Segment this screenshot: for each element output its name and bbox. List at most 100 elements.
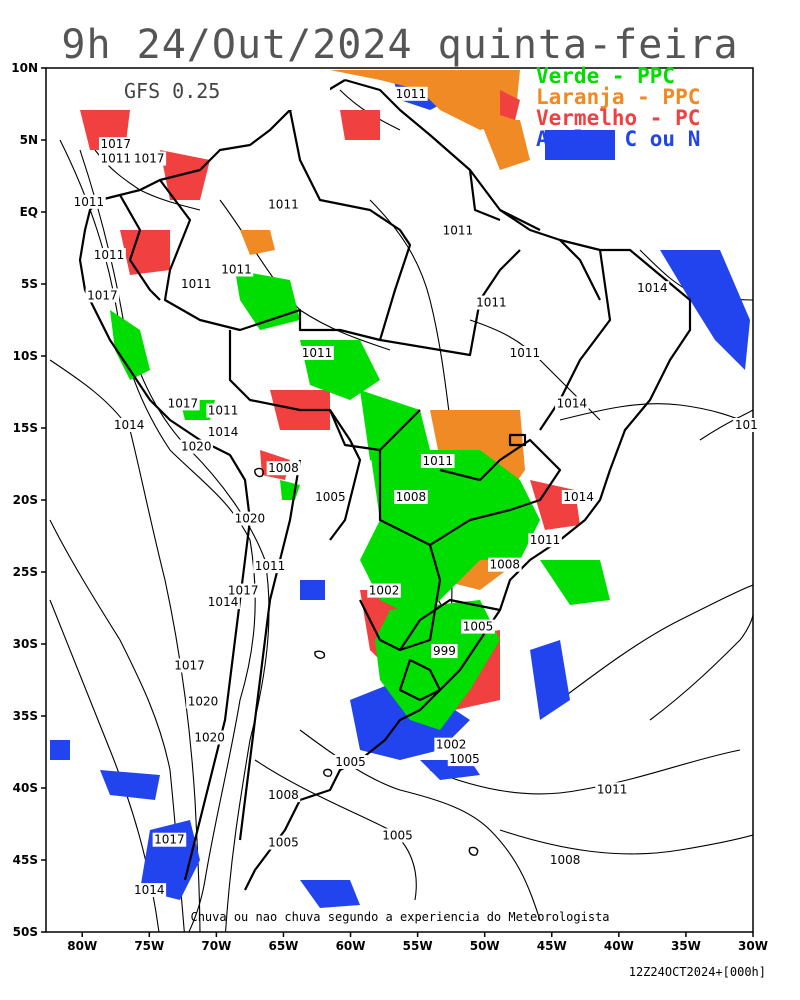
- map-caption: Chuva ou nao chuva segundo a experiencia…: [190, 910, 610, 924]
- model-label-box: [46, 68, 330, 110]
- legend: Verde - PPC Laranja - PPC Vermelho - PC …: [536, 66, 700, 150]
- isobar-label: 1011: [206, 403, 240, 418]
- x-tick-label: 35W: [671, 939, 701, 953]
- isobar-label: 1002: [434, 737, 468, 752]
- svg-text:1008: 1008: [268, 788, 299, 802]
- svg-text:1020: 1020: [194, 730, 225, 744]
- svg-text:1014: 1014: [557, 396, 588, 410]
- svg-text:1005: 1005: [315, 490, 346, 504]
- svg-text:1017: 1017: [168, 396, 199, 410]
- y-tick-label: 10N: [11, 61, 38, 75]
- legend-entry-green: Verde - PPC: [536, 64, 676, 88]
- svg-text:1011: 1011: [100, 152, 131, 166]
- isobar-label: 1011: [72, 194, 106, 209]
- svg-text:1017: 1017: [174, 658, 205, 672]
- svg-text:1017: 1017: [154, 833, 185, 847]
- isobar-label: 1005: [461, 619, 495, 634]
- y-tick-label: 35S: [13, 709, 38, 723]
- svg-text:1011: 1011: [597, 782, 628, 796]
- isobar-label: 1017: [166, 396, 200, 411]
- isobar-label: 1008: [488, 557, 522, 572]
- isobar-label: 1011: [508, 346, 542, 360]
- svg-text:1005: 1005: [268, 836, 299, 850]
- x-tick-label: 75W: [134, 939, 164, 953]
- svg-text:1008: 1008: [268, 461, 299, 475]
- svg-text:1011: 1011: [208, 404, 239, 418]
- legend-entry-orange: Laranja - PPC: [536, 85, 701, 109]
- isobar-label: 1017: [132, 151, 167, 166]
- isobar-label: 1014: [206, 595, 240, 610]
- svg-text:1011: 1011: [221, 262, 252, 276]
- isobar-label: 1011: [300, 346, 334, 360]
- map-plot-area: [49, 70, 753, 932]
- coastlines-and-borders: [78, 78, 692, 891]
- svg-text:1011: 1011: [255, 559, 286, 573]
- svg-text:1005: 1005: [382, 828, 413, 842]
- legend-entry-blue: Azul - C ou N: [536, 127, 701, 151]
- axis-ticks: [41, 67, 754, 937]
- isobar-label: 1020: [233, 512, 267, 526]
- x-tick-label: 65W: [268, 939, 298, 953]
- isobar-label: 1011: [441, 223, 475, 238]
- svg-text:1014: 1014: [208, 425, 239, 439]
- y-tick-label: 30S: [13, 637, 38, 651]
- isobar-label: 1005: [313, 490, 348, 504]
- svg-text:1002: 1002: [369, 584, 400, 598]
- svg-text:1014: 1014: [563, 490, 594, 504]
- y-tick-label: 40S: [13, 781, 38, 795]
- isobar-label: 1011: [394, 86, 428, 101]
- x-tick-label: 30W: [738, 939, 768, 953]
- svg-text:1011: 1011: [94, 248, 125, 262]
- y-tick-label: 50S: [13, 925, 38, 939]
- svg-text:1017: 1017: [100, 137, 131, 151]
- isobar-label: 1014: [561, 490, 596, 504]
- isobar-label: 1011: [92, 248, 126, 263]
- y-tick-label: 25S: [13, 565, 38, 579]
- svg-text:1011: 1011: [443, 224, 474, 238]
- y-tick-label: 5N: [20, 133, 38, 147]
- isobar-label: 1005: [380, 828, 415, 843]
- svg-text:1011: 1011: [74, 195, 105, 209]
- isobar-label: 1014: [112, 418, 146, 432]
- isobar-label: 1020: [192, 730, 227, 745]
- svg-text:1017: 1017: [228, 584, 259, 598]
- svg-text:1005: 1005: [463, 620, 494, 634]
- isobar-label: 1014: [635, 281, 670, 296]
- svg-text:1017: 1017: [87, 288, 118, 302]
- isobar-label: 1008: [266, 461, 301, 476]
- isobar-label: 1014: [555, 396, 589, 411]
- isobar-label: 1017: [152, 832, 187, 847]
- svg-text:1008: 1008: [490, 558, 521, 572]
- isobar-label: 1011: [253, 559, 287, 574]
- isobar-label: 1008: [266, 788, 301, 803]
- y-tick-label: 5S: [21, 277, 38, 291]
- y-tick-label: 20S: [13, 493, 38, 507]
- x-tick-label: 80W: [67, 939, 97, 953]
- forecast-timestamp: 12Z24OCT2024+[000h]: [628, 965, 766, 979]
- legend-entry-red: Vermelho - PC: [536, 106, 701, 130]
- isobar-label: 1017: [172, 658, 207, 673]
- axis-tick-labels: 10N 5N EQ 5S 10S 15S 20S 25S 30S 35S 40S 45S 50S 80W 7…: [11, 61, 768, 953]
- isobar-label: 1020: [179, 439, 214, 454]
- svg-text:1008: 1008: [396, 490, 427, 504]
- svg-text:1020: 1020: [235, 512, 266, 526]
- x-tick-label: 45W: [537, 939, 567, 953]
- isobar-label: 1011: [266, 197, 301, 212]
- svg-text:1020: 1020: [188, 694, 219, 708]
- x-tick-label: 70W: [201, 939, 231, 953]
- isobar-label: 1008: [548, 852, 582, 867]
- x-tick-label: 50W: [470, 939, 500, 953]
- y-tick-label: 15S: [13, 421, 38, 435]
- svg-text:999: 999: [433, 644, 456, 658]
- isobar-label: 1017: [85, 288, 120, 303]
- isobar-label: 1011: [98, 151, 133, 166]
- isobar-label: 1014: [132, 883, 167, 898]
- svg-text:1011: 1011: [530, 533, 561, 547]
- svg-text:101: 101: [735, 418, 758, 432]
- isobar-label: 1017: [98, 137, 133, 152]
- isobar-label: 1011: [420, 454, 455, 468]
- y-tick-label: 45S: [13, 853, 38, 867]
- isobar-label: 1005: [447, 752, 482, 767]
- svg-text:1011: 1011: [422, 454, 453, 468]
